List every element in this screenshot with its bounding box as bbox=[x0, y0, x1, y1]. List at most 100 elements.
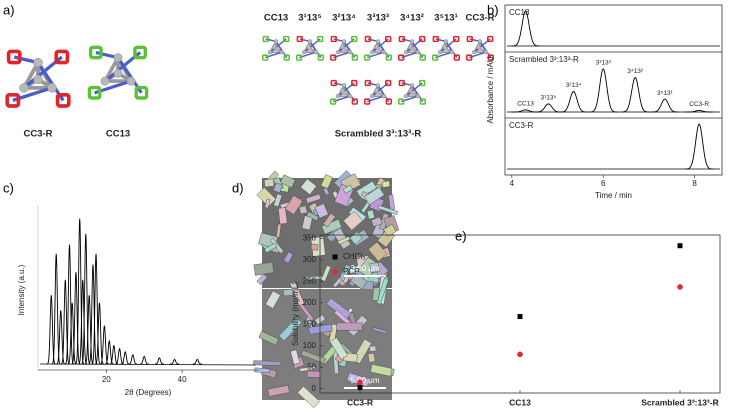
atom bbox=[409, 39, 415, 44]
end-group bbox=[296, 35, 303, 43]
end-group bbox=[385, 98, 392, 105]
molecule bbox=[5, 49, 71, 108]
x-tick-label: Scrambled 3³:13³-R bbox=[641, 397, 718, 407]
molecule bbox=[87, 45, 149, 100]
crystal bbox=[388, 194, 395, 211]
crystal bbox=[383, 224, 397, 237]
peak bbox=[67, 302, 77, 365]
end-group bbox=[317, 54, 324, 61]
crystal bbox=[276, 223, 282, 238]
crystal bbox=[336, 322, 363, 331]
crystal bbox=[367, 352, 376, 363]
peak bbox=[650, 98, 679, 113]
crystal bbox=[278, 207, 288, 225]
end-group bbox=[351, 79, 358, 87]
peak bbox=[71, 272, 81, 365]
molecule bbox=[330, 35, 358, 61]
crystal bbox=[264, 242, 278, 254]
bond bbox=[103, 56, 120, 82]
peak bbox=[91, 253, 101, 365]
marker bbox=[517, 314, 523, 320]
crystal bbox=[299, 366, 317, 372]
crystal bbox=[368, 241, 388, 262]
atom bbox=[347, 50, 353, 55]
atom bbox=[273, 39, 279, 44]
y-axis-label: Solubility (mg/mL) bbox=[291, 282, 300, 346]
peak bbox=[139, 355, 149, 365]
atom bbox=[273, 46, 279, 51]
atom bbox=[381, 50, 387, 55]
end-group bbox=[54, 49, 70, 65]
crystal bbox=[343, 210, 363, 231]
atom bbox=[403, 50, 409, 55]
crystal bbox=[305, 193, 322, 204]
atom bbox=[126, 76, 136, 86]
x-tick-label: CC3-R bbox=[347, 397, 373, 407]
crystal bbox=[256, 187, 277, 207]
crystal bbox=[320, 265, 332, 282]
crystal bbox=[253, 261, 275, 276]
end-group bbox=[398, 98, 405, 105]
peak bbox=[99, 325, 109, 365]
atom bbox=[33, 74, 43, 85]
peak bbox=[154, 357, 164, 365]
plot-frame bbox=[504, 4, 723, 176]
atom bbox=[443, 46, 449, 51]
molecule bbox=[364, 79, 392, 105]
crystal bbox=[337, 236, 351, 245]
crystal bbox=[284, 195, 303, 215]
crystal bbox=[283, 288, 294, 297]
end-group bbox=[296, 54, 303, 61]
end-group bbox=[283, 35, 290, 43]
molecule bbox=[398, 79, 426, 105]
atom bbox=[369, 50, 375, 55]
crystal bbox=[356, 180, 378, 199]
marker bbox=[357, 379, 363, 386]
molecule-label: CC13 bbox=[264, 13, 288, 24]
peak bbox=[78, 279, 88, 365]
bond bbox=[22, 61, 40, 89]
atom bbox=[100, 76, 110, 86]
legend-marker bbox=[332, 254, 338, 260]
atom bbox=[335, 94, 341, 99]
end-group bbox=[419, 35, 426, 43]
y-tick-label: 300 bbox=[303, 255, 317, 264]
peak bbox=[685, 123, 714, 170]
peak bbox=[95, 302, 104, 365]
atom bbox=[375, 46, 381, 51]
legend-marker bbox=[332, 269, 338, 275]
end-group bbox=[453, 54, 460, 61]
peak bbox=[534, 103, 563, 113]
peak-label: 3³13³ bbox=[596, 60, 612, 67]
crystal bbox=[265, 290, 281, 309]
end-group bbox=[419, 98, 426, 105]
y-tick-label: 100 bbox=[303, 341, 317, 350]
panel-label: c) bbox=[3, 180, 14, 195]
y-tick-label: 200 bbox=[303, 298, 317, 307]
atom bbox=[437, 50, 443, 55]
atom bbox=[307, 39, 313, 44]
end-group bbox=[5, 92, 21, 108]
molecule bbox=[330, 79, 358, 105]
crystal bbox=[370, 363, 393, 377]
crystal bbox=[377, 204, 398, 215]
x-tick-label: CC13 bbox=[509, 397, 531, 407]
atom bbox=[19, 83, 29, 93]
end-group bbox=[487, 35, 494, 43]
atom bbox=[301, 50, 307, 55]
x-tick-label: 4 bbox=[510, 179, 515, 188]
end-group bbox=[351, 54, 358, 61]
peak bbox=[84, 295, 94, 365]
atom bbox=[341, 83, 347, 88]
crystal bbox=[263, 178, 275, 188]
crystal bbox=[300, 349, 326, 364]
marker bbox=[677, 284, 683, 290]
x-axis-label: 2θ (Degrees) bbox=[125, 388, 172, 397]
peak bbox=[81, 233, 91, 365]
scale-bar-label: 5.00 μm bbox=[350, 376, 379, 385]
panel-label: a) bbox=[3, 2, 15, 17]
end-group bbox=[6, 49, 22, 65]
marker bbox=[357, 384, 363, 390]
end-group bbox=[364, 98, 371, 105]
crystal bbox=[306, 211, 319, 222]
